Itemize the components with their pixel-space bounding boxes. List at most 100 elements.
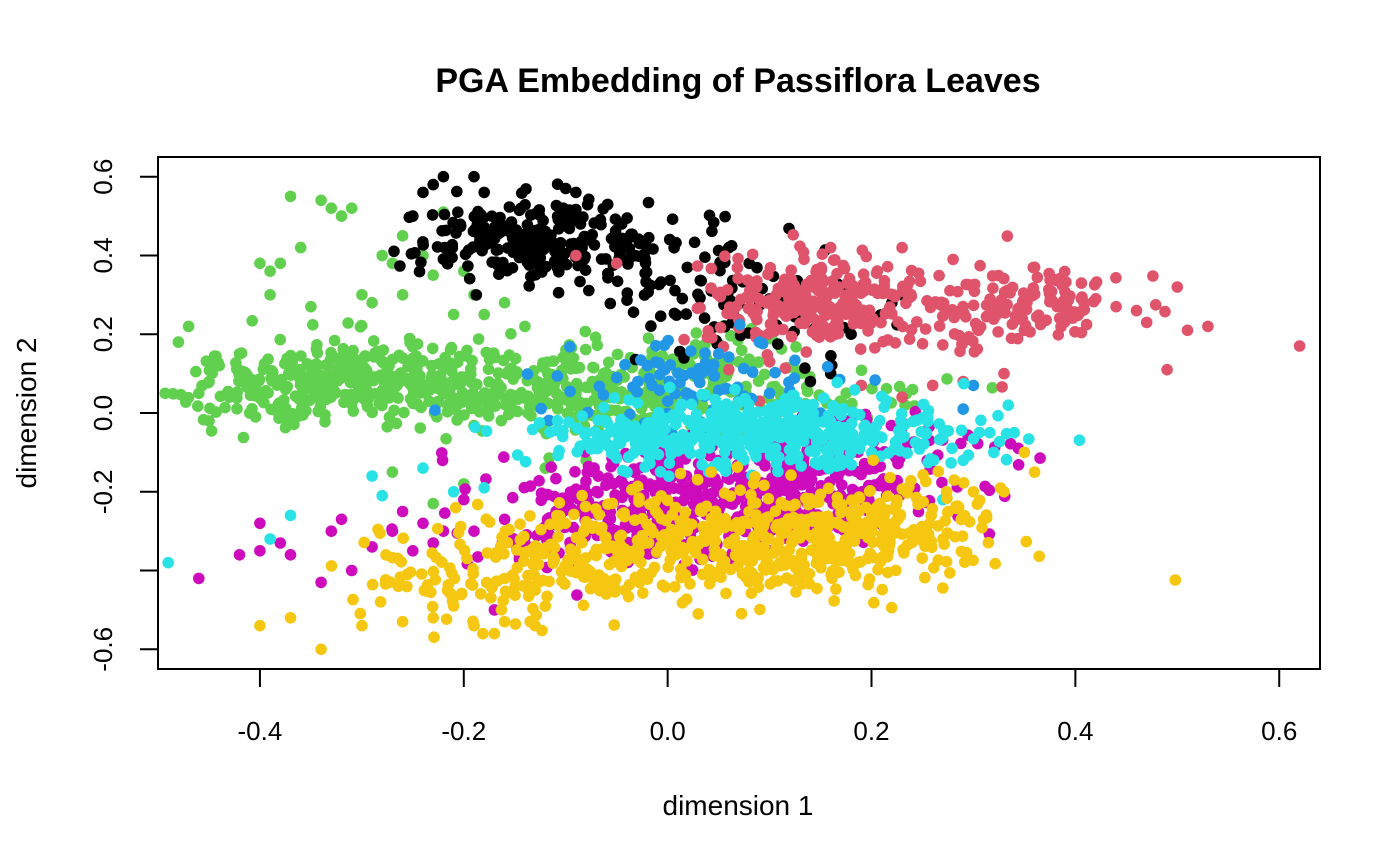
data-point (588, 548, 600, 560)
data-point (762, 511, 774, 523)
data-point (325, 525, 338, 537)
data-point (513, 251, 526, 264)
data-point (800, 294, 813, 306)
data-point (824, 241, 837, 254)
data-point (460, 350, 472, 362)
data-point (335, 210, 348, 222)
data-point (818, 275, 830, 288)
data-point (839, 291, 852, 304)
data-point (784, 453, 796, 466)
data-point (356, 289, 368, 301)
data-point (1044, 296, 1056, 308)
data-point (727, 404, 739, 417)
data-point (503, 201, 516, 213)
data-point (265, 403, 278, 416)
data-point (478, 186, 491, 199)
data-point (572, 259, 584, 272)
data-point (426, 600, 439, 613)
data-point (790, 586, 802, 598)
data-point (1004, 438, 1017, 450)
data-point (818, 286, 830, 298)
data-point (721, 307, 733, 320)
data-point (763, 294, 776, 306)
data-point (858, 457, 871, 470)
data-point (675, 398, 688, 411)
data-point (643, 231, 655, 244)
data-point (529, 619, 541, 632)
data-point (846, 483, 859, 496)
data-point (571, 422, 584, 434)
data-point (837, 549, 850, 562)
data-point (532, 376, 544, 388)
data-point (543, 414, 555, 427)
data-point (485, 592, 497, 604)
data-point (694, 292, 706, 304)
data-point (477, 627, 489, 640)
data-point (577, 526, 590, 538)
chart-title: PGA Embedding of Passiflora Leaves (435, 62, 1040, 100)
data-point (688, 236, 701, 249)
data-point (467, 568, 480, 580)
data-point (243, 407, 256, 419)
data-point (645, 566, 658, 579)
data-point (867, 454, 879, 467)
data-point (896, 241, 908, 254)
data-point (297, 409, 309, 421)
data-point (704, 417, 716, 429)
data-point (692, 430, 705, 443)
data-point (205, 425, 218, 437)
data-point (420, 387, 432, 399)
data-point (787, 229, 799, 241)
data-point (552, 286, 565, 299)
data-point (719, 456, 731, 468)
data-point (284, 190, 297, 203)
data-point (746, 248, 759, 261)
data-point (611, 348, 624, 361)
data-point (358, 536, 370, 549)
data-point (380, 357, 393, 369)
data-point (497, 594, 510, 607)
data-point (699, 347, 711, 359)
data-point (592, 486, 604, 499)
data-point (1090, 293, 1102, 305)
data-point (1075, 277, 1088, 289)
data-point (987, 282, 999, 295)
data-point (626, 483, 638, 496)
data-point (511, 562, 523, 574)
data-point (734, 519, 747, 532)
x-tick-label: 0.0 (650, 716, 686, 746)
data-point (731, 261, 744, 274)
data-point (937, 339, 949, 351)
data-point (668, 242, 680, 254)
data-point (509, 618, 522, 630)
data-point (347, 593, 359, 606)
data-point (827, 548, 840, 560)
data-point (1149, 299, 1162, 311)
data-point (947, 253, 959, 266)
data-point (190, 365, 202, 378)
data-point (1023, 433, 1035, 445)
data-point (799, 362, 811, 374)
data-point (492, 228, 505, 240)
data-point (532, 558, 545, 571)
data-point (367, 335, 380, 347)
data-point (490, 256, 502, 268)
data-point (800, 278, 813, 291)
data-point (661, 494, 674, 507)
data-point (654, 310, 667, 323)
data-point (958, 556, 971, 568)
data-point (414, 422, 427, 434)
data-point (792, 518, 804, 531)
data-point (706, 332, 718, 344)
data-point (869, 374, 881, 386)
data-point (876, 583, 888, 596)
data-point (751, 275, 763, 287)
data-point (472, 551, 484, 563)
data-point (233, 348, 246, 360)
data-point (619, 358, 631, 371)
data-point (813, 324, 825, 337)
data-point (649, 496, 661, 508)
data-point (254, 517, 266, 530)
data-point (926, 379, 939, 392)
data-point (866, 284, 879, 297)
